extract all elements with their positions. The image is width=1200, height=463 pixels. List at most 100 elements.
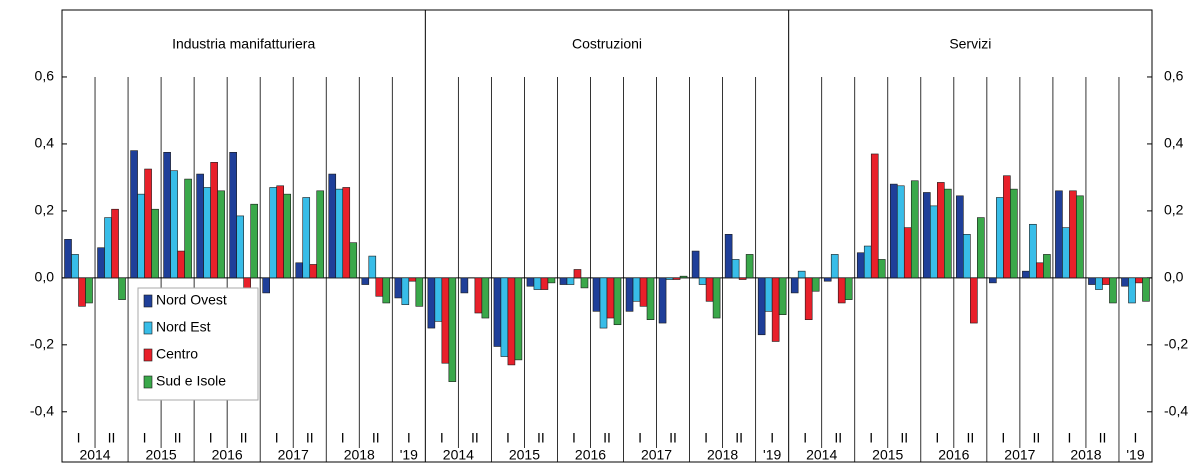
bar [250,203,258,279]
bar [210,162,218,279]
bar [283,193,291,279]
plot-frame [61,9,1153,463]
year-label: 2018 [344,447,375,463]
x-tick-label: I [275,430,279,446]
x-tick-label: I [209,430,213,446]
year-label: 2015 [509,447,540,463]
year-label: 2014 [443,447,474,463]
year-label: 2018 [707,447,738,463]
x-tick-label: I [1134,430,1138,446]
x-tick-label: II [1033,430,1041,446]
bar [910,180,919,279]
bar [870,153,879,279]
x-tick-label: I [803,430,807,446]
year-label: '19 [763,447,781,463]
bar [811,277,820,292]
x-tick-label: II [306,430,314,446]
bar [1055,190,1063,279]
bar [196,173,204,279]
bar [540,277,549,290]
legend-label: Nord Ovest [156,292,227,308]
bar [118,277,126,300]
bar [1069,190,1077,279]
y2-tick-label: -0,4 [1164,402,1188,418]
bar [1142,277,1150,302]
year-label: 2014 [79,447,110,463]
bar [757,277,766,336]
bar [996,197,1004,279]
bar [963,234,971,279]
year-label: '19 [400,447,418,463]
bar [731,259,740,279]
legend-label: Centro [156,346,198,362]
legend-label: Sud e Isole [156,373,226,389]
bar [526,277,535,287]
year-label: '19 [1126,447,1144,463]
year-label: 2016 [938,447,969,463]
bar [1095,277,1103,290]
bar [85,277,93,304]
bar [566,277,575,285]
bar [896,185,905,279]
bar [427,277,436,329]
legend-swatch [143,348,153,362]
x-tick-label: I [506,430,510,446]
y2-tick-label: 0,4 [1164,135,1184,151]
bar [441,277,450,364]
bar [679,275,688,279]
bar [361,277,370,285]
panel-title: Industria manifatturiera [172,36,315,52]
bar [844,277,853,300]
bar [977,217,985,279]
year-label: 2014 [806,447,837,463]
x-tick-label: I [440,430,444,446]
year-label: 2016 [212,447,243,463]
bar [778,277,787,315]
bar [229,151,237,279]
bar [658,277,667,324]
bar [328,173,337,279]
bar [1109,277,1117,304]
bar [903,227,912,279]
y-tick-label: 0,0 [35,269,55,285]
bar [382,277,391,304]
legend-swatch [143,321,153,335]
x-tick-label: I [572,430,576,446]
bar [956,195,964,279]
x-tick-label: II [471,430,479,446]
x-tick-label: II [108,430,116,446]
bar [474,277,483,314]
bar [335,188,344,279]
y-tick-label: -0,4 [30,402,54,418]
bar [236,215,244,279]
bar [712,277,721,319]
x-tick-label: I [1001,430,1005,446]
y-tick-label: 0,4 [35,135,55,151]
bar [408,277,417,282]
bar [1135,277,1143,284]
x-tick-label: II [537,430,545,446]
bar [691,250,700,279]
bar [724,234,733,279]
x-tick-label: I [341,430,345,446]
year-label: 2018 [1070,447,1101,463]
bar [269,187,277,279]
bar [672,277,681,280]
bar [144,168,152,279]
bar [823,277,832,282]
x-tick-label: I [77,430,81,446]
bar [177,250,185,279]
x-tick-label: II [735,430,743,446]
bar [580,277,589,289]
y-tick-label: 0,6 [35,68,55,84]
bar [1088,277,1096,285]
bar [877,259,886,279]
bar [804,277,813,321]
bar [863,245,872,279]
x-tick-label: II [240,430,248,446]
bar [1121,277,1129,287]
bar [1128,277,1136,304]
bar [78,277,86,307]
x-tick-label: I [704,430,708,446]
bar [944,188,952,279]
